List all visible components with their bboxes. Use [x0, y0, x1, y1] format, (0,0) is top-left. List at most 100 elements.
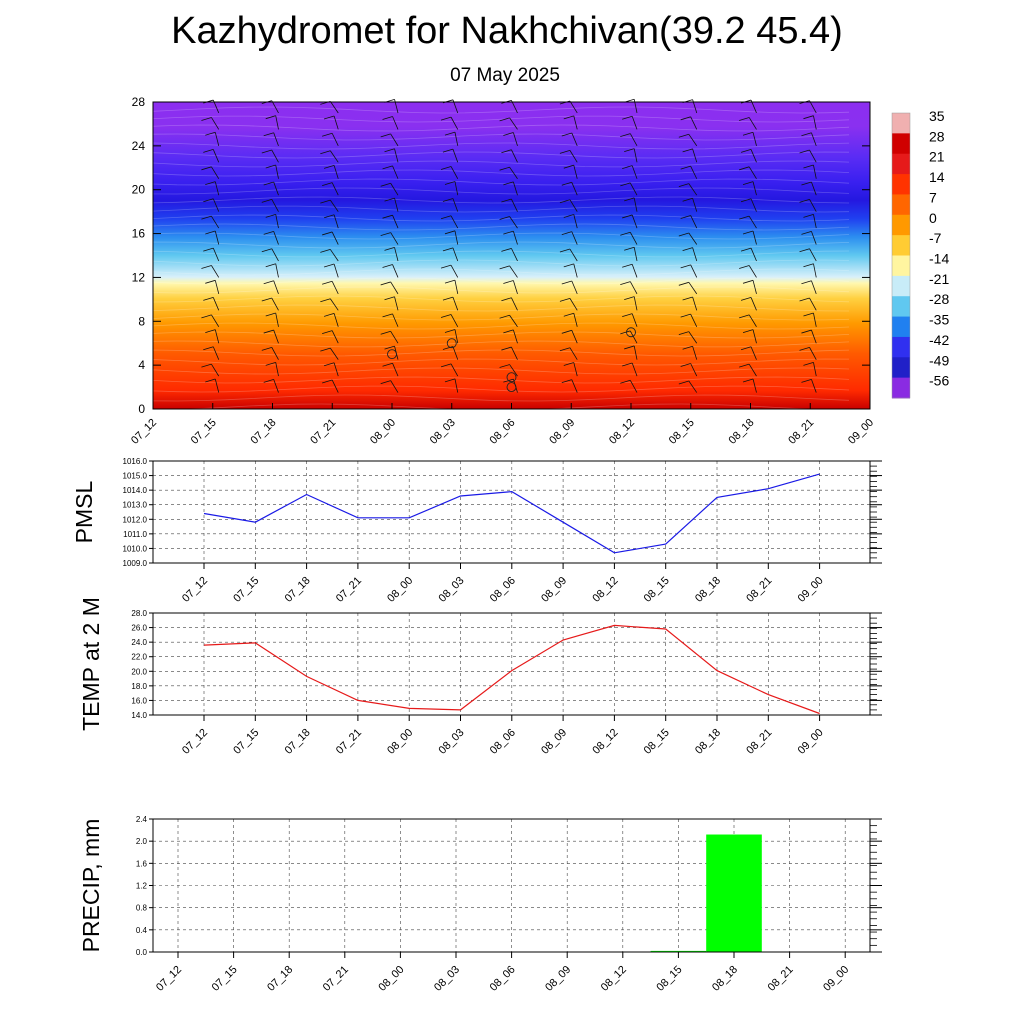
wind-barb-flag — [444, 181, 456, 185]
plot-frame — [152, 612, 871, 716]
isotherm-line — [152, 304, 850, 312]
wind-barb — [748, 314, 757, 327]
y-tick-label: 0.8 — [136, 904, 148, 913]
isotherm-line — [152, 403, 850, 411]
wind-barb — [811, 132, 817, 146]
wind-barb-flag — [803, 213, 814, 218]
wind-barb — [392, 313, 399, 327]
wind-barb-flag — [678, 133, 689, 138]
x-tick-label: 07_18 — [283, 575, 313, 605]
wind-barb — [752, 181, 757, 196]
wind-barb-flag — [261, 198, 272, 203]
wind-barb-flag — [384, 296, 395, 301]
x-tick-label: 08_18 — [693, 727, 723, 757]
wind-barb-flag — [261, 248, 272, 253]
wind-barb-flag — [740, 198, 752, 203]
wind-barb — [273, 181, 279, 196]
wind-barb — [275, 263, 279, 278]
wind-barb — [511, 346, 518, 360]
wind-barb-flag — [444, 378, 456, 383]
wind-barb — [333, 263, 339, 278]
isotherm-line — [152, 349, 850, 357]
wind-barb — [692, 346, 698, 360]
y-tick-label: 2.0 — [136, 837, 148, 846]
wind-barb — [809, 199, 817, 212]
wind-barb — [390, 133, 399, 147]
pmsl-panel: 1009.0 1010.0 1011.0 1012.0 1013.0 1014.0 1015… — [71, 457, 882, 605]
wind-barb-flag — [380, 380, 391, 385]
wind-barb-flag — [503, 280, 514, 284]
wind-barb — [748, 117, 757, 130]
wind-barb — [331, 379, 339, 393]
isotherm-line — [152, 151, 850, 159]
wind-barb-flag — [201, 363, 212, 368]
wind-barb-flag — [680, 165, 691, 170]
wind-barb — [392, 165, 399, 179]
wind-barb-flag — [320, 249, 331, 253]
x-tick-label: 08_03 — [437, 727, 467, 757]
wind-barb-flag — [503, 230, 514, 235]
wind-barb — [512, 329, 518, 344]
colorbar-label: 7 — [929, 189, 937, 205]
wind-barb-flag — [620, 330, 631, 335]
wind-barb-flag — [801, 280, 812, 285]
wind-barb — [633, 345, 638, 360]
wind-barb-flag — [801, 379, 812, 383]
wind-barb — [569, 298, 578, 311]
isotherm-line — [152, 277, 850, 285]
wind-barb-flag — [442, 346, 454, 350]
wind-barb-flag — [444, 329, 456, 333]
wind-barb — [569, 100, 578, 114]
calm-wind-circle — [506, 382, 517, 393]
y-tick-label: 20.0 — [131, 667, 147, 676]
isotherm-line — [152, 178, 850, 186]
wind-barb — [214, 280, 220, 294]
wind-barb-flag — [201, 314, 212, 319]
wind-barb-flag — [440, 363, 452, 368]
wind-barb — [331, 182, 339, 196]
wind-barb-flag — [323, 263, 335, 268]
wind-barb — [748, 265, 757, 278]
wind-barb-flag — [322, 280, 333, 285]
wind-barb-flag — [322, 231, 333, 236]
x-tick-label: 08_21 — [786, 417, 816, 447]
x-tick-label: 07_21 — [334, 727, 364, 757]
y-tick-label: 8 — [138, 314, 145, 328]
wind-barb — [212, 297, 220, 311]
y-tick-label: 12 — [132, 270, 146, 284]
wind-barb — [392, 116, 399, 130]
wind-barb — [631, 362, 638, 377]
x-tick-label: 07_15 — [210, 964, 240, 994]
wind-barb — [571, 280, 578, 295]
wind-barb-flag — [320, 298, 331, 303]
colorbar-label: -42 — [929, 332, 949, 348]
wind-barb — [452, 346, 459, 360]
isotherm-line — [152, 286, 850, 294]
x-tick-label: 08_09 — [543, 964, 573, 994]
y-tick-label: 1.6 — [136, 859, 148, 868]
wind-barb — [333, 214, 339, 229]
wind-barb — [390, 380, 399, 393]
isotherm-line — [152, 385, 850, 393]
x-tick-label: 07_18 — [265, 964, 295, 994]
y-tick-label: 1013.0 — [123, 501, 148, 510]
y-tick-label: 16.0 — [131, 696, 147, 705]
y-tick-label: 1009.0 — [123, 559, 148, 568]
wind-barb — [454, 378, 459, 393]
wind-barb — [330, 347, 339, 360]
precip-panel: 0.0 0.4 0.8 1.2 1.6 2.0 2.4 07_12 07_15 07_18 07_2… — [78, 815, 882, 994]
wind-barb-flag — [678, 183, 689, 188]
calm-wind-circle — [446, 338, 457, 349]
wind-barb-flag — [382, 313, 393, 318]
y-tick-label: 1011.0 — [123, 530, 147, 539]
wind-barb — [212, 247, 220, 262]
wind-barb — [333, 362, 339, 377]
wind-barb-flag — [742, 131, 754, 136]
wind-barb-flag — [203, 297, 214, 301]
wind-barb — [752, 230, 757, 245]
wind-barb — [509, 364, 518, 377]
y-tick-label: 20 — [132, 183, 146, 197]
y-tick-label: 22.0 — [131, 653, 147, 662]
y-tick-label: 1.2 — [136, 882, 148, 891]
wind-barb — [390, 331, 399, 344]
